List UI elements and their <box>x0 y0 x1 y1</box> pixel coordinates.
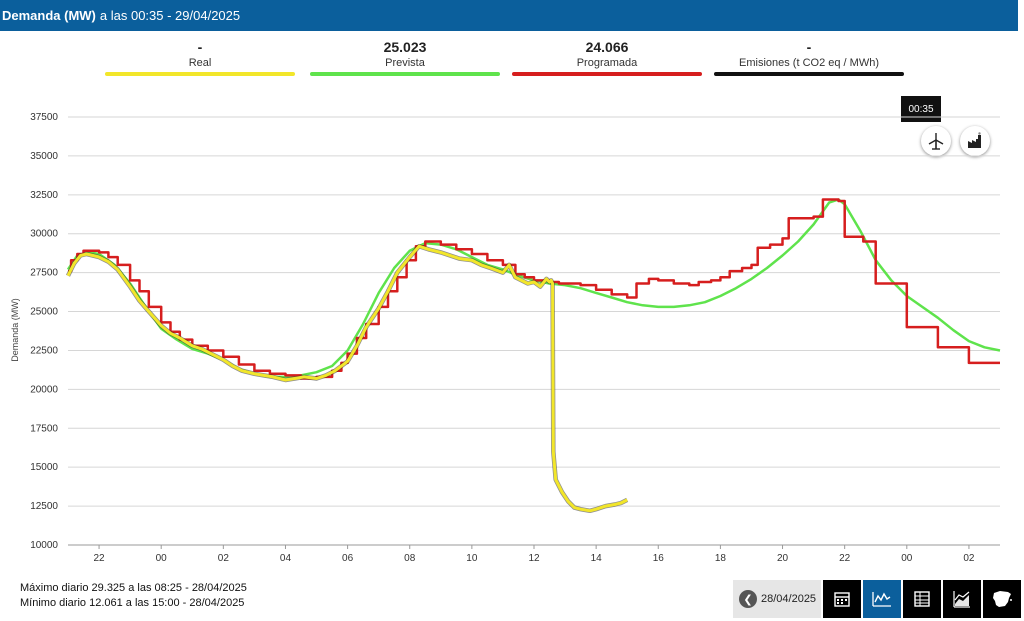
stacked-area-button[interactable] <box>943 580 981 618</box>
indicator-line <box>714 72 904 76</box>
y-tick-label: 20000 <box>30 384 58 395</box>
y-tick-label: 22500 <box>30 345 58 356</box>
y-tick-label: 17500 <box>30 423 58 434</box>
y-tick-label: 15000 <box>30 462 58 473</box>
indicator-programada[interactable]: 24.066 Programada <box>512 38 702 76</box>
series-real-shadow <box>65 243 629 514</box>
y-tick-label: 12500 <box>30 501 58 512</box>
bottom-toolbar: ❮ 28/04/2025 <box>733 580 1021 618</box>
x-tick-label: 22 <box>839 553 851 564</box>
y-tick-label: 10000 <box>30 540 58 551</box>
time-tooltip: 00:35 <box>901 96 941 122</box>
y-tick-label: 32500 <box>30 190 58 201</box>
daily-stats: Máximo diario 29.325 a las 08:25 - 28/04… <box>20 581 247 611</box>
chart-series <box>65 198 1001 514</box>
wind-button[interactable] <box>921 126 951 156</box>
chevron-left-icon[interactable]: ❮ <box>739 590 757 608</box>
line-chart-button[interactable] <box>863 580 901 618</box>
calendar-icon <box>834 592 850 607</box>
indicator-label: Real <box>188 57 212 69</box>
demand-chart: 10000 12500 15000 17500 20000 22500 25000 27500… <box>10 112 1001 564</box>
spain-map-icon <box>993 591 1012 607</box>
y-tick-label: 27500 <box>30 268 58 279</box>
daily-max: Máximo diario 29.325 a las 08:25 - 28/04… <box>20 582 247 594</box>
daily-min: Mínimo diario 12.061 a las 15:00 - 28/04… <box>20 597 245 609</box>
chart-subtitle: a las 00:35 - 29/04/2025 <box>99 8 241 23</box>
indicator-value: - <box>806 39 812 55</box>
series-real <box>66 244 628 513</box>
x-tick-label: 00 <box>901 553 913 564</box>
indicator-label: Prevista <box>385 57 425 69</box>
factory-button[interactable] <box>960 126 990 156</box>
x-axis-ticks: 22 00 02 04 06 08 10 12 14 16 18 20 22 00 02 <box>94 545 975 564</box>
x-tick-label: 12 <box>528 553 540 564</box>
y-axis-ticks: 10000 12500 15000 17500 20000 22500 25000 27500… <box>30 112 58 551</box>
x-tick-label: 18 <box>715 553 727 564</box>
x-tick-label: 02 <box>218 553 230 564</box>
y-tick-label: 25000 <box>30 307 58 318</box>
indicator-prevista[interactable]: 25.023 Prevista <box>310 38 500 76</box>
factory-icon <box>968 132 981 148</box>
indicator-value: - <box>197 39 203 55</box>
x-tick-label: 20 <box>777 553 789 564</box>
indicators-row: - Real 25.023 Prevista 24.066 Programada… <box>105 38 910 78</box>
indicator-line <box>105 72 295 76</box>
x-tick-label: 00 <box>156 553 168 564</box>
wind-turbine-icon <box>928 133 944 150</box>
indicator-emisiones[interactable]: - Emisiones (t CO2 eq / MWh) <box>714 38 904 76</box>
y-axis-label: Demanda (MW) <box>10 298 20 362</box>
chart-grid <box>68 116 1000 546</box>
table-button[interactable] <box>903 580 941 618</box>
x-tick-label: 10 <box>466 553 478 564</box>
map-button[interactable] <box>983 580 1021 618</box>
indicator-value: 24.066 <box>585 39 629 55</box>
y-tick-label: 35000 <box>30 151 58 162</box>
x-tick-label: 02 <box>963 553 975 564</box>
x-tick-label: 14 <box>591 553 603 564</box>
y-tick-label: 37500 <box>30 112 58 123</box>
indicator-label: Programada <box>576 57 638 69</box>
x-tick-label: 06 <box>342 553 354 564</box>
table-icon <box>914 591 930 607</box>
chart-title: Demanda (MW) <box>2 8 96 23</box>
line-chart-icon <box>872 592 891 607</box>
x-tick-label: 08 <box>404 553 416 564</box>
date-selector[interactable]: ❮ 28/04/2025 <box>733 580 821 618</box>
x-tick-label: 22 <box>94 553 106 564</box>
indicator-label: Emisiones (t CO2 eq / MWh) <box>739 57 879 69</box>
indicator-line <box>310 72 500 76</box>
calendar-button[interactable] <box>823 580 861 618</box>
indicator-line <box>512 72 702 76</box>
indicator-real[interactable]: - Real <box>105 38 295 76</box>
indicator-value: 25.023 <box>383 39 427 55</box>
selected-date: 28/04/2025 <box>761 593 817 605</box>
x-tick-label: 04 <box>280 553 292 564</box>
header-bar: Demanda (MW) a las 00:35 - 29/04/2025 <box>0 0 1018 31</box>
y-tick-label: 30000 <box>30 229 58 240</box>
stacked-area-icon <box>953 591 970 608</box>
x-tick-label: 16 <box>653 553 665 564</box>
